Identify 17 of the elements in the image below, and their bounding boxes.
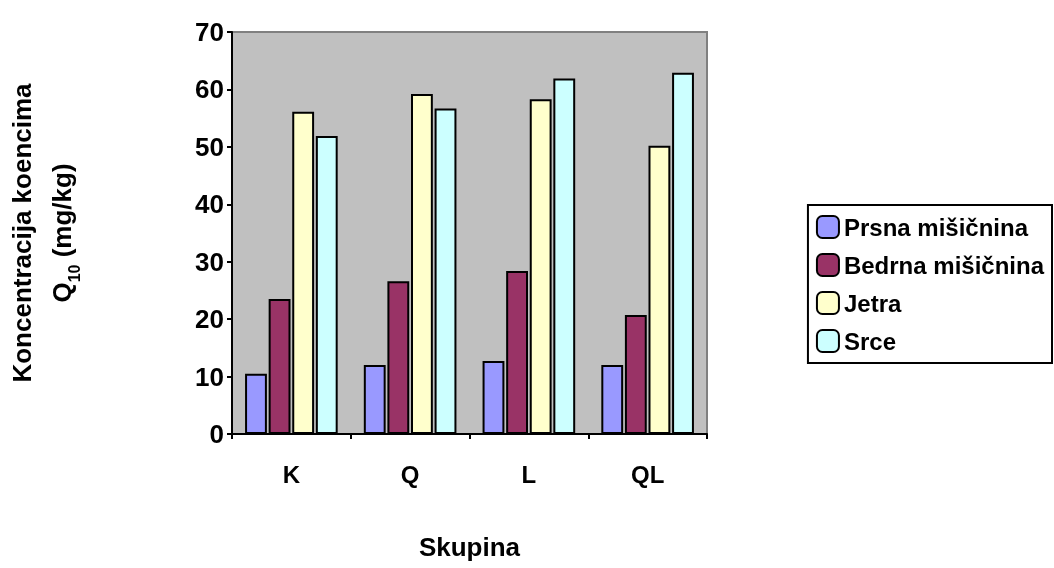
y-tick-label: 60: [195, 74, 224, 105]
y-tick-label: 50: [195, 131, 224, 162]
legend-label: Bedrna mišičnina: [843, 251, 1045, 279]
y-tick-label: 0: [209, 419, 224, 449]
legend-label: Jetra: [843, 289, 902, 317]
x-tick-label: QL: [630, 460, 665, 488]
x-axis-title: Skupina: [418, 532, 521, 562]
x-tick-label: K: [282, 460, 301, 488]
x-tick-label: Q: [400, 460, 420, 488]
y-tick-label: 20: [195, 304, 224, 335]
y-tick-label: 70: [195, 17, 224, 47]
x-tick-label: L: [521, 460, 537, 488]
y-tick-label: 40: [195, 189, 224, 220]
legend-label: Prsna mišičnina: [843, 213, 1029, 241]
legend-label: Srce: [843, 327, 896, 355]
y-tick-label: 30: [195, 246, 224, 277]
y-tick-label: 10: [195, 361, 224, 392]
